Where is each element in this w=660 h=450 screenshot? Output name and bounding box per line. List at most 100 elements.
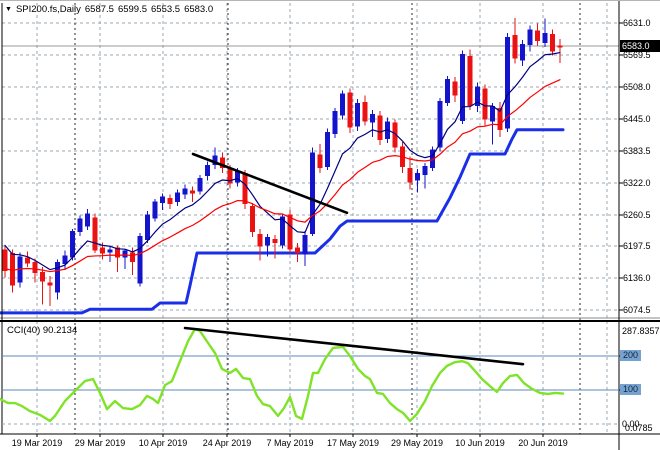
candle-body	[535, 30, 540, 41]
candle-body	[527, 29, 533, 46]
candle-body	[415, 173, 420, 181]
candle-body	[10, 253, 15, 286]
candle-body	[145, 214, 150, 241]
candle-body	[505, 36, 510, 129]
candle-body	[62, 255, 68, 264]
candle-body	[362, 101, 368, 122]
candle-body	[392, 122, 398, 148]
chart-header: ▼ SPI200.fs,Daily 6587.5 6599.5 6553.5 6583.0	[5, 4, 217, 15]
candle-body	[212, 155, 218, 165]
candle-body	[445, 79, 450, 103]
candle-body	[205, 164, 210, 177]
candle-body	[77, 218, 83, 232]
cci-max-label: 287.8357	[622, 326, 660, 336]
candle-body	[460, 53, 465, 121]
candle-body	[100, 247, 105, 254]
trendline-cci	[183, 326, 525, 366]
candle-body	[175, 192, 180, 202]
candles-layer	[2, 17, 563, 307]
date-axis-label: 24 Apr 2019	[202, 438, 252, 448]
candle-body	[25, 257, 30, 264]
ohlc-low: 6553.5	[151, 4, 181, 15]
candle-body	[452, 81, 458, 96]
current-price-badge: 6583.0	[620, 40, 660, 52]
candle-body	[40, 272, 45, 282]
candle-body	[107, 249, 113, 253]
candle-body	[280, 216, 285, 246]
candle-body	[550, 33, 555, 52]
candle-body	[512, 34, 518, 59]
candle-body	[55, 261, 60, 293]
candle-body	[130, 252, 135, 262]
price-axis-label: 6136.0	[623, 273, 651, 283]
candle-body	[190, 190, 195, 194]
candle-body	[47, 282, 53, 286]
candle-body	[325, 131, 330, 167]
candle-body	[467, 56, 473, 106]
ohlc-high: 6599.5	[117, 4, 148, 15]
trendline-main	[191, 152, 349, 215]
date-axis-label: 10 Apr 2019	[138, 438, 188, 448]
price-axis-label: 6631.0	[623, 18, 651, 28]
cci-line	[0, 327, 565, 423]
price-axis-label: 6322.0	[623, 178, 651, 188]
candle-body	[32, 261, 38, 274]
ma-slow-line	[4, 79, 561, 273]
date-axis-label: 29 May 2019	[390, 438, 444, 448]
candle-body	[242, 173, 248, 204]
candle-body	[272, 239, 278, 244]
candle-body	[542, 32, 548, 44]
ohlc-close: 6583.0	[184, 4, 214, 15]
candle-body	[85, 213, 90, 227]
candle-body	[317, 154, 323, 168]
price-axis-label: 6569.5	[623, 50, 651, 60]
indicator-label: CCI(40) 90.2134	[7, 325, 78, 336]
candle-body	[160, 196, 165, 203]
price-axis-label: 6260.5	[623, 210, 651, 220]
date-axis-label: 20 Jun 2019	[518, 438, 568, 448]
candle-body	[250, 206, 255, 232]
candle-body	[407, 167, 413, 183]
candle-body	[340, 93, 345, 116]
candle-body	[70, 230, 75, 258]
date-axis-label: 29 Mar 2019	[74, 438, 126, 448]
candle-body	[437, 100, 443, 148]
candle-body	[482, 88, 488, 120]
candle-body	[520, 44, 525, 61]
candle-body	[137, 236, 143, 284]
candle-body	[430, 149, 435, 168]
date-axis-label: 10 Jun 2019	[455, 438, 505, 448]
date-axis-label: 7 May 2019	[266, 438, 314, 448]
cci-level-badge: 100	[620, 384, 642, 395]
cci-min-label: 0.0785	[625, 423, 653, 433]
candle-body	[122, 250, 128, 258]
date-axis-label: 19 Mar 2019	[11, 438, 63, 448]
candle-body	[370, 113, 375, 123]
candle-body	[557, 45, 563, 48]
candle-body	[152, 201, 158, 219]
candle-body	[377, 115, 383, 141]
candle-body	[332, 111, 338, 134]
candle-body	[422, 165, 428, 176]
support-step-line	[0, 128, 565, 315]
candle-body	[302, 235, 308, 255]
candle-body	[490, 106, 495, 122]
ohlc-open: 6587.5	[84, 4, 114, 15]
candle-body	[115, 247, 120, 258]
ma-fast-line	[4, 51, 561, 271]
candle-body	[310, 152, 315, 234]
cci-level-badge: 200	[620, 350, 642, 361]
price-axis-label: 6197.5	[623, 241, 651, 251]
candle-body	[265, 237, 270, 246]
date-axis-label: 17 May 2019	[326, 438, 380, 448]
price-axis-label: 6445.0	[623, 114, 651, 124]
candle-body	[167, 197, 173, 204]
price-axis-label: 6074.5	[623, 305, 651, 315]
candle-body	[295, 247, 300, 253]
candle-body	[227, 168, 233, 184]
candle-body	[257, 233, 263, 247]
collapse-triangle-icon[interactable]: ▼	[5, 6, 12, 13]
price-axis-label: 6508.0	[623, 82, 651, 92]
